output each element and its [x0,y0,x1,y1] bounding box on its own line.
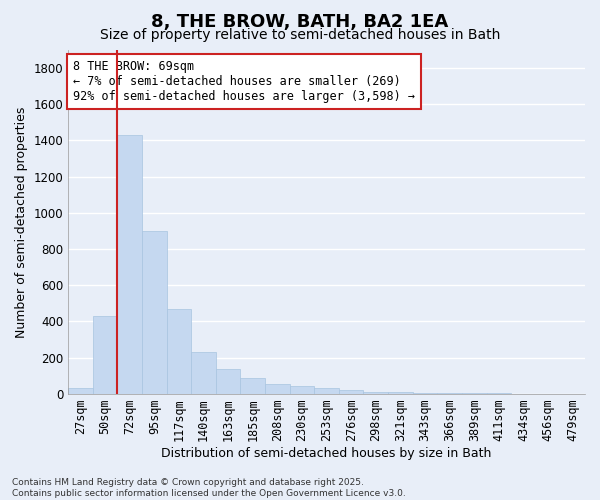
Bar [339,390,364,394]
Bar [437,393,462,394]
Bar [118,135,142,394]
Text: Size of property relative to semi-detached houses in Bath: Size of property relative to semi-detach… [100,28,500,42]
Y-axis label: Number of semi-detached properties: Number of semi-detached properties [15,106,28,338]
Bar [290,386,314,394]
Bar [93,316,118,394]
Bar [388,392,413,394]
Bar [68,388,93,394]
Text: 8 THE BROW: 69sqm
← 7% of semi-detached houses are smaller (269)
92% of semi-det: 8 THE BROW: 69sqm ← 7% of semi-detached … [73,60,415,104]
Bar [167,309,191,394]
Bar [364,392,388,394]
Bar [413,393,437,394]
Text: Contains HM Land Registry data © Crown copyright and database right 2025.
Contai: Contains HM Land Registry data © Crown c… [12,478,406,498]
Bar [216,370,241,394]
Bar [191,352,216,394]
Bar [314,388,339,394]
X-axis label: Distribution of semi-detached houses by size in Bath: Distribution of semi-detached houses by … [161,447,492,460]
Bar [142,231,167,394]
Bar [265,384,290,394]
Bar [241,378,265,394]
Text: 8, THE BROW, BATH, BA2 1EA: 8, THE BROW, BATH, BA2 1EA [151,12,449,30]
